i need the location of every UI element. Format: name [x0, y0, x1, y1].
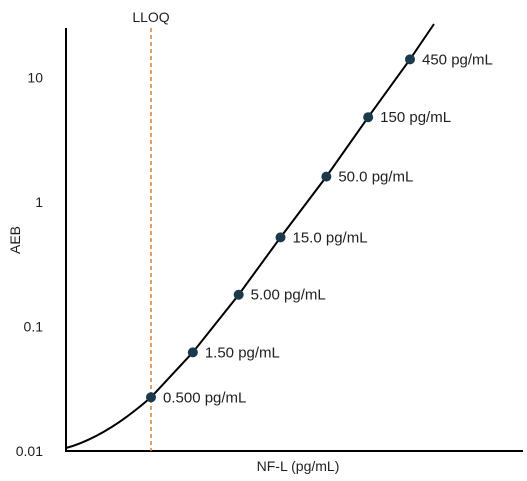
data-point: [146, 392, 156, 403]
data-point-label: 1.50 pg/mL: [205, 344, 280, 361]
data-point: [363, 112, 374, 123]
y-axis-label: AEB: [7, 226, 23, 254]
lloq-reference: LLOQ: [132, 9, 170, 451]
data-point: [405, 54, 415, 65]
data-point-label: 0.500 pg/mL: [163, 389, 246, 406]
data-point: [275, 232, 286, 243]
x-axis-label: NF-L (pg/mL): [257, 458, 340, 474]
fit-curve: [65, 23, 435, 449]
data-point-label: 450 pg/mL: [422, 51, 493, 68]
data-point-label: 5.00 pg/mL: [251, 287, 326, 304]
y-tick-labels: 0.01 0.1 1 10: [16, 70, 43, 459]
axes: [65, 28, 523, 452]
data-point-label: 15.0 pg/mL: [293, 229, 368, 246]
y-tick-label: 0.1: [24, 319, 44, 335]
data-point-label: 150 pg/mL: [380, 109, 451, 126]
lloq-label: LLOQ: [132, 9, 169, 25]
data-point: [321, 171, 332, 182]
data-points: 0.500 pg/mL 1.50 pg/mL 5.00 pg/mL 15.0 pg/m…: [146, 51, 493, 406]
data-point-label: 50.0 pg/mL: [338, 169, 413, 186]
y-tick-label: 0.01: [16, 443, 43, 459]
data-point: [187, 347, 198, 358]
y-tick-label: 10: [27, 70, 43, 86]
y-tick-label: 1: [35, 194, 43, 210]
data-point: [233, 289, 244, 300]
